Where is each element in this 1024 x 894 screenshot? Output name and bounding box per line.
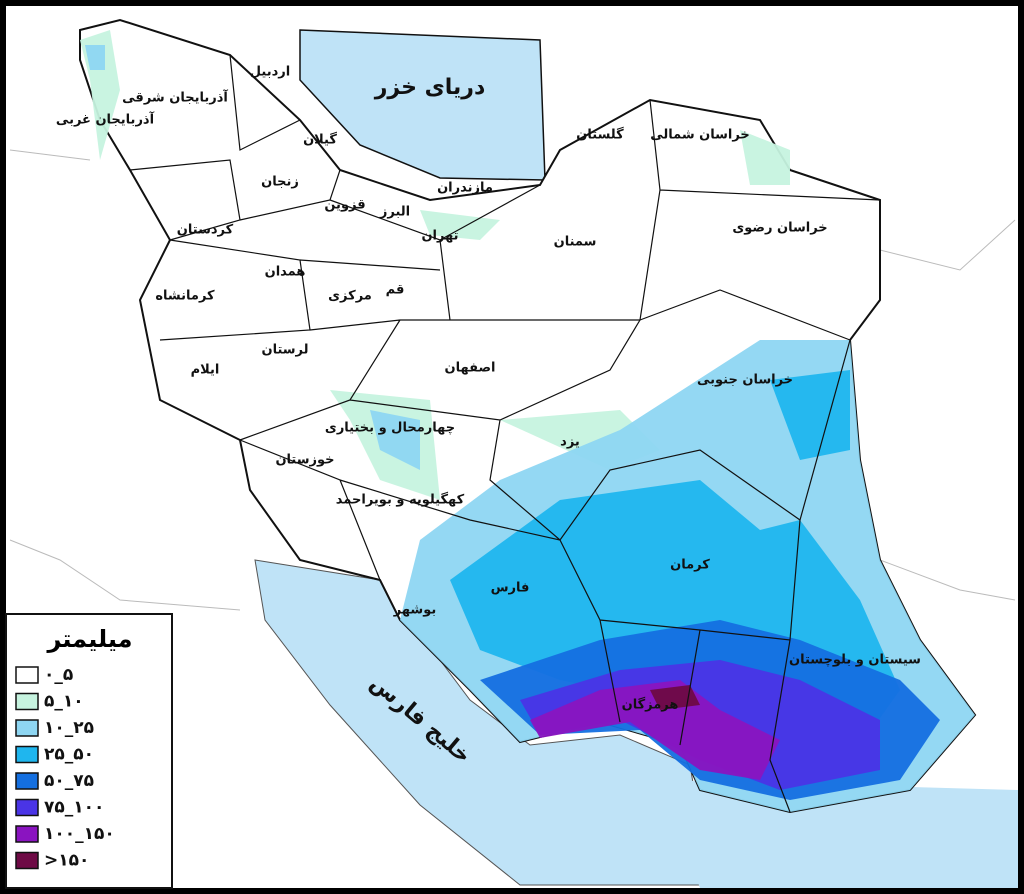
- province-label: یزد: [560, 435, 580, 450]
- province-label: لرستان: [261, 343, 308, 358]
- legend-swatch: [15, 798, 39, 817]
- province-label: خراسان رضوی: [732, 221, 827, 236]
- sea-label: دریای خزر: [374, 75, 486, 100]
- province-label: آذربایجان غربی: [56, 111, 155, 128]
- legend-swatch: [15, 719, 39, 737]
- rainfall-areas: [80, 30, 975, 812]
- province-label: البرز: [379, 205, 410, 220]
- rainfall-area: [85, 45, 105, 70]
- rainfall-area: [740, 130, 790, 185]
- legend-label: >۱۵۰: [44, 851, 89, 871]
- province-label: گلستان: [576, 127, 624, 143]
- legend-label: ۲۵_۵۰: [44, 745, 94, 765]
- province-label: آذربایجان شرقی: [122, 89, 228, 106]
- province-label: گیلان: [303, 132, 337, 148]
- province-label: خوزستان: [275, 453, 334, 468]
- province-label: کرمان: [670, 558, 710, 573]
- legend-label: ۰_۵: [44, 665, 73, 685]
- province-borders: [129, 54, 881, 813]
- legend-swatch: [15, 745, 39, 764]
- province-label: کرمانشاه: [155, 289, 215, 304]
- legend-label: ۱۰_۲۵: [44, 718, 94, 738]
- province-label: مرکزی: [328, 289, 372, 304]
- province-label: تهران: [421, 229, 458, 244]
- rainfall-area: [770, 370, 850, 460]
- legend-label: ۵_۱۰: [44, 692, 84, 712]
- province-label: قم: [386, 283, 405, 298]
- legend-swatch: [15, 825, 39, 843]
- province-label: فارس: [491, 581, 530, 596]
- province-label: اردبیل: [250, 65, 290, 80]
- legend-swatch: [15, 851, 39, 870]
- province-label: کهگیلویه و بویراحمد: [336, 492, 465, 508]
- province-label: بوشهر: [393, 603, 437, 618]
- legend-swatch: [15, 772, 39, 790]
- province-label: ایلام: [191, 363, 220, 378]
- legend-swatch: [15, 666, 39, 684]
- province-label: کردستان: [177, 223, 234, 238]
- legend: میلیمتر ۰_۵ ۵_۱۰ ۱۰_۲۵ ۲۵_۵۰ ۵۰_۷۵ ۷۵_۱۰۰ ۱۰۰_…: [5, 613, 173, 889]
- province-label: سمنان: [554, 235, 597, 250]
- rainfall-area: [530, 680, 780, 780]
- province-label: زنجان: [261, 175, 299, 190]
- sea-of-oman: [660, 780, 1018, 888]
- legend-label: ۵۰_۷۵: [44, 771, 94, 791]
- province-label: مازندران: [437, 181, 493, 196]
- neighbor-borders: [9, 149, 1016, 881]
- province-label: قزوین: [324, 198, 365, 213]
- province-label: چهارمحال و بختیاری: [325, 421, 455, 436]
- legend-label: ۱۰۰_۱۵۰: [44, 824, 115, 844]
- province-label: خراسان جنوبی: [697, 373, 793, 388]
- province-label: اصفهان: [445, 361, 496, 376]
- rainfall-area: [370, 410, 420, 470]
- province-label: همدان: [265, 265, 306, 280]
- province-label: هرمزگان: [622, 697, 679, 713]
- province-label: خراسان شمالی: [650, 128, 750, 143]
- caspian-sea: [299, 29, 546, 181]
- legend-swatch: [15, 692, 39, 711]
- province-label: سیستان و بلوچستان: [789, 653, 921, 668]
- legend-label: ۷۵_۱۰۰: [44, 798, 104, 818]
- legend-title: میلیمتر: [46, 625, 132, 653]
